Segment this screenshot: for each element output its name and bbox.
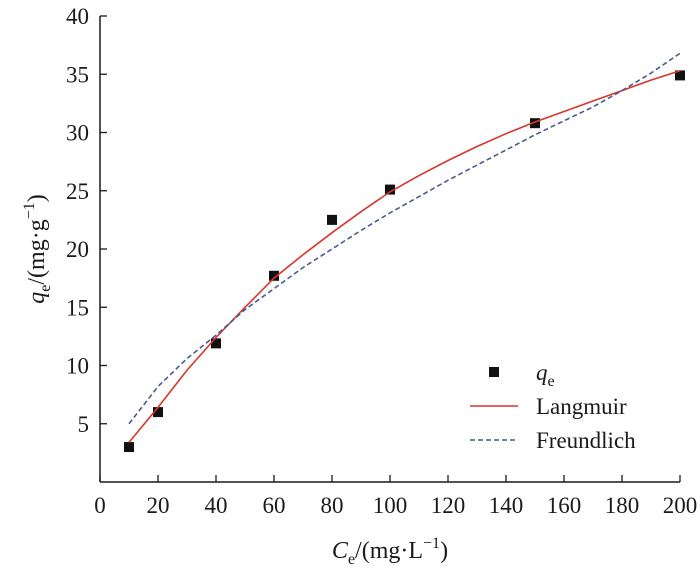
y-tick-label: 10 — [66, 354, 89, 379]
x-tick-label: 40 — [205, 493, 228, 518]
data-point — [153, 407, 163, 418]
legend: qe Langmuir Freundlich — [470, 360, 636, 453]
y-tick-label: 25 — [66, 179, 89, 204]
y-tick-label: 30 — [66, 121, 89, 146]
y-tick-label: 15 — [66, 295, 89, 320]
x-tick-label: 140 — [489, 493, 524, 518]
data-point — [211, 338, 221, 349]
plot-area — [124, 52, 685, 453]
legend-swatch-qe — [489, 367, 499, 377]
y-axis-label: qe/(mg·g−1) — [21, 194, 54, 303]
x-axis-label: Ce/(mg·L−1) — [332, 535, 448, 568]
x-tick-label: 0 — [94, 493, 106, 518]
x-tick-label: 180 — [605, 493, 640, 518]
x-tick-label: 160 — [547, 493, 582, 518]
legend-label-langmuir: Langmuir — [536, 394, 627, 419]
data-point — [530, 118, 540, 129]
axes: 0 20 40 60 80 100 120 140 160 180 200 5 10 15 20 25 30 35… — [21, 4, 697, 568]
x-tick-label: 100 — [373, 493, 408, 518]
series-line-langmuir — [128, 70, 681, 443]
x-tick-label: 80 — [321, 493, 344, 518]
data-point — [385, 184, 395, 195]
x-tick-label: 120 — [431, 493, 466, 518]
x-tick-label: 20 — [147, 493, 170, 518]
data-point — [269, 270, 279, 281]
legend-label-qe: qe — [536, 360, 555, 390]
legend-label-freundlich: Freundlich — [536, 428, 636, 453]
y-tick-label: 20 — [66, 237, 89, 262]
data-point — [124, 442, 134, 453]
y-tick-label: 35 — [66, 62, 89, 87]
y-tick-label: 40 — [66, 4, 89, 29]
x-tick-label: 60 — [263, 493, 286, 518]
y-tick-label: 5 — [78, 412, 90, 437]
x-tick-label: 200 — [663, 493, 698, 518]
data-point — [327, 214, 337, 225]
data-point — [675, 70, 685, 81]
series-line-freundlich — [128, 52, 681, 425]
